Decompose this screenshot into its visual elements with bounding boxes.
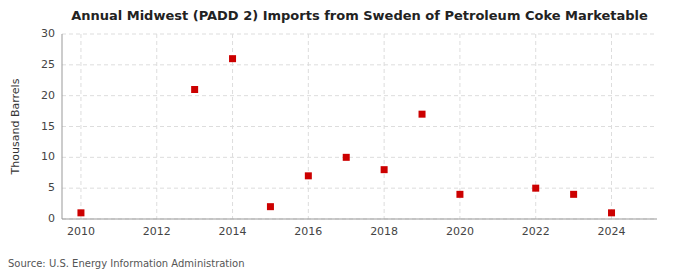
- point: [267, 203, 274, 210]
- point: [570, 191, 577, 198]
- point: [532, 185, 539, 192]
- grid-line-x: [308, 34, 309, 219]
- grid-line-y: [62, 34, 657, 35]
- grid-line-y: [62, 126, 657, 127]
- chart-svg: Annual Midwest (PADD 2) Imports from Swe…: [0, 0, 675, 275]
- x-tick-label: 2010: [67, 225, 95, 238]
- x-tick-label: 2022: [522, 225, 550, 238]
- y-tick-label: 0: [48, 212, 55, 225]
- grid-line-x: [611, 34, 612, 219]
- grid-line-y: [62, 219, 657, 220]
- point: [229, 55, 236, 62]
- x-tick-label: 2020: [446, 225, 474, 238]
- y-tick-label: 15: [41, 120, 55, 133]
- chart-title: Annual Midwest (PADD 2) Imports from Swe…: [71, 8, 648, 23]
- point: [381, 166, 388, 173]
- x-tick-label: 2014: [219, 225, 247, 238]
- y-tick-label: 30: [41, 27, 55, 40]
- annotation: Source: U.S. Energy Information Administ…: [8, 258, 245, 269]
- point: [343, 154, 350, 161]
- point: [77, 209, 84, 216]
- grid-line-x: [80, 34, 81, 219]
- y-tick-label: 25: [41, 58, 55, 71]
- y-axis-title: Thousand Barrels: [9, 78, 22, 175]
- x-tick-label: 2016: [294, 225, 322, 238]
- x-tick-label: 2012: [143, 225, 171, 238]
- grid-line-y: [62, 95, 657, 96]
- x-tick-label: 2018: [370, 225, 398, 238]
- points: [77, 55, 615, 216]
- chart-container: Annual Midwest (PADD 2) Imports from Swe…: [0, 0, 675, 275]
- x-tick-label: 2024: [598, 225, 626, 238]
- point: [608, 209, 615, 216]
- grid-line-y: [62, 64, 657, 65]
- point: [191, 86, 198, 93]
- grid: [62, 34, 657, 219]
- point: [419, 111, 426, 118]
- x-axis-line: [62, 219, 657, 220]
- y-tick-label: 20: [41, 89, 55, 102]
- y-axis-line: [62, 34, 63, 219]
- y-tick-label: 10: [41, 150, 55, 163]
- grid-line-y: [62, 157, 657, 158]
- y-tick-label: 5: [48, 181, 55, 194]
- grid-line-y: [62, 188, 657, 189]
- grid-line-x: [156, 34, 157, 219]
- point: [305, 172, 312, 179]
- grid-line-x: [384, 34, 385, 219]
- point: [456, 191, 463, 198]
